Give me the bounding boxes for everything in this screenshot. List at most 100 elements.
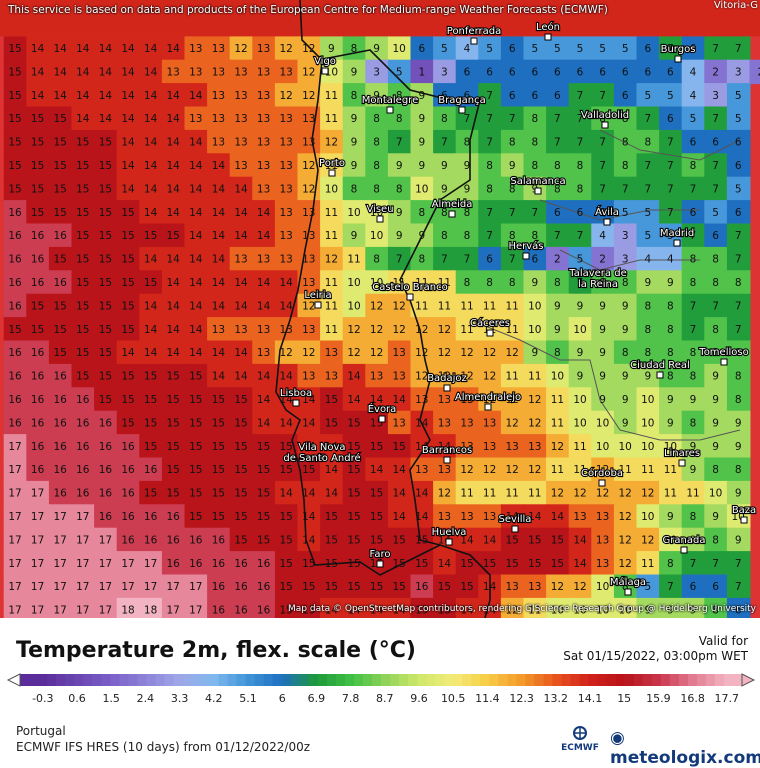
legend-swatch bbox=[83, 674, 93, 686]
temperature-value: 12 bbox=[573, 581, 586, 593]
temperature-value: 15 bbox=[189, 441, 202, 453]
legend-swatch bbox=[318, 674, 328, 686]
city-marker bbox=[625, 589, 631, 595]
temperature-value: 9 bbox=[418, 230, 425, 242]
legend-swatch bbox=[173, 674, 183, 686]
legend-swatch bbox=[164, 674, 174, 686]
temperature-value: 7 bbox=[735, 43, 742, 55]
temperature-value: 6 bbox=[690, 207, 697, 219]
legend-swatch bbox=[29, 674, 39, 686]
temperature-value: 5 bbox=[735, 113, 742, 125]
temperature-value: 15 bbox=[506, 534, 519, 546]
legend-tick-label: 1.5 bbox=[102, 692, 120, 705]
city-label: Vila Nova bbox=[298, 442, 345, 453]
temperature-value: 14 bbox=[189, 183, 203, 195]
temperature-value: 6 bbox=[554, 90, 561, 102]
temperature-value: 7 bbox=[690, 183, 697, 195]
temperature-value: 14 bbox=[167, 90, 181, 102]
temperature-value: 12 bbox=[302, 43, 315, 55]
temperature-value: 8 bbox=[712, 254, 719, 266]
temperature-value: 13 bbox=[325, 371, 338, 383]
temperature-value: 16 bbox=[8, 277, 22, 289]
temperature-value: 8 bbox=[667, 558, 674, 570]
temperature-value: 10 bbox=[619, 441, 632, 453]
temperature-value: 14 bbox=[31, 66, 45, 78]
temperature-value: 14 bbox=[189, 347, 203, 359]
temperature-value: 17 bbox=[167, 605, 180, 617]
temperature-value: 13 bbox=[167, 66, 180, 78]
temperature-value: 7 bbox=[554, 137, 561, 149]
legend-swatch bbox=[399, 674, 409, 686]
temperature-value: 13 bbox=[280, 254, 293, 266]
temperature-value: 15 bbox=[325, 534, 338, 546]
temperature-value: 5 bbox=[735, 183, 742, 195]
temperature-value: 7 bbox=[712, 558, 719, 570]
legend-swatch bbox=[652, 674, 662, 686]
temperature-value: 12 bbox=[619, 534, 632, 546]
temperature-value: 13 bbox=[257, 183, 270, 195]
temperature-value: 14 bbox=[76, 66, 90, 78]
temperature-value: 11 bbox=[460, 300, 473, 312]
temperature-value: 14 bbox=[144, 90, 158, 102]
temperature-value: 17 bbox=[144, 558, 157, 570]
temperature-value: 12 bbox=[393, 300, 406, 312]
temperature-value: 15 bbox=[54, 300, 67, 312]
city-marker bbox=[487, 330, 493, 336]
temperature-value: 14 bbox=[257, 300, 271, 312]
city-label: León bbox=[536, 21, 560, 33]
temperature-value: 8 bbox=[531, 160, 538, 172]
temperature-value: 9 bbox=[464, 183, 471, 195]
legend-swatch bbox=[688, 674, 698, 686]
temperature-value: 12 bbox=[347, 347, 360, 359]
temperature-value: 14 bbox=[212, 371, 226, 383]
temperature-value: 12 bbox=[460, 347, 473, 359]
city-label: Évora bbox=[368, 402, 397, 415]
temperature-value: 15 bbox=[144, 230, 157, 242]
temperature-value: 8 bbox=[373, 160, 380, 172]
city-label: Talavera de bbox=[568, 268, 626, 279]
temperature-value: 14 bbox=[257, 417, 271, 429]
temperature-value: 8 bbox=[418, 254, 425, 266]
temperature-value: 10 bbox=[325, 183, 338, 195]
city-marker bbox=[604, 219, 610, 225]
temperature-value: 13 bbox=[234, 160, 247, 172]
legend-tick-label: 14.1 bbox=[578, 692, 603, 705]
temperature-value: 12 bbox=[573, 488, 586, 500]
temperature-value: 15 bbox=[234, 417, 247, 429]
city-marker bbox=[675, 56, 681, 62]
temperature-value: 15 bbox=[8, 324, 21, 336]
temperature-value: 13 bbox=[393, 347, 406, 359]
temperature-value: 15 bbox=[483, 558, 496, 570]
temperature-value: 7 bbox=[577, 137, 584, 149]
temperature-value: 13 bbox=[280, 66, 293, 78]
temperature-value: 2 bbox=[554, 254, 561, 266]
temperature-value: 15 bbox=[8, 137, 21, 149]
city-label: Leiria bbox=[304, 290, 331, 301]
temperature-value: 9 bbox=[735, 488, 742, 500]
temperature-value: 9 bbox=[418, 137, 425, 149]
temperature-value: 13 bbox=[506, 581, 519, 593]
temperature-value: 12 bbox=[551, 488, 564, 500]
temperature-value: 14 bbox=[280, 300, 294, 312]
temperature-value: 12 bbox=[483, 347, 496, 359]
legend-swatch bbox=[661, 674, 671, 686]
meteologix-logo[interactable]: ◉ meteologix.com bbox=[610, 728, 760, 768]
temperature-value: 15 bbox=[76, 324, 89, 336]
temperature-value: 15 bbox=[370, 441, 383, 453]
temperature-value: 9 bbox=[396, 230, 403, 242]
legend-tick-label: 6.9 bbox=[308, 692, 326, 705]
legend-swatch bbox=[345, 674, 355, 686]
temperature-value: 15 bbox=[167, 441, 180, 453]
legend-swatch bbox=[444, 674, 454, 686]
temperature-value: 15 bbox=[99, 137, 112, 149]
city-label: Lisboa bbox=[280, 388, 312, 399]
legend-swatch bbox=[643, 674, 653, 686]
temperature-value: 17 bbox=[54, 534, 67, 546]
temperature-value: 8 bbox=[622, 347, 629, 359]
temperature-value: 16 bbox=[121, 441, 135, 453]
temperature-value: 12 bbox=[528, 394, 541, 406]
temperature-value: 7 bbox=[509, 113, 516, 125]
temperature-value: 9 bbox=[418, 160, 425, 172]
legend-swatch bbox=[155, 674, 165, 686]
